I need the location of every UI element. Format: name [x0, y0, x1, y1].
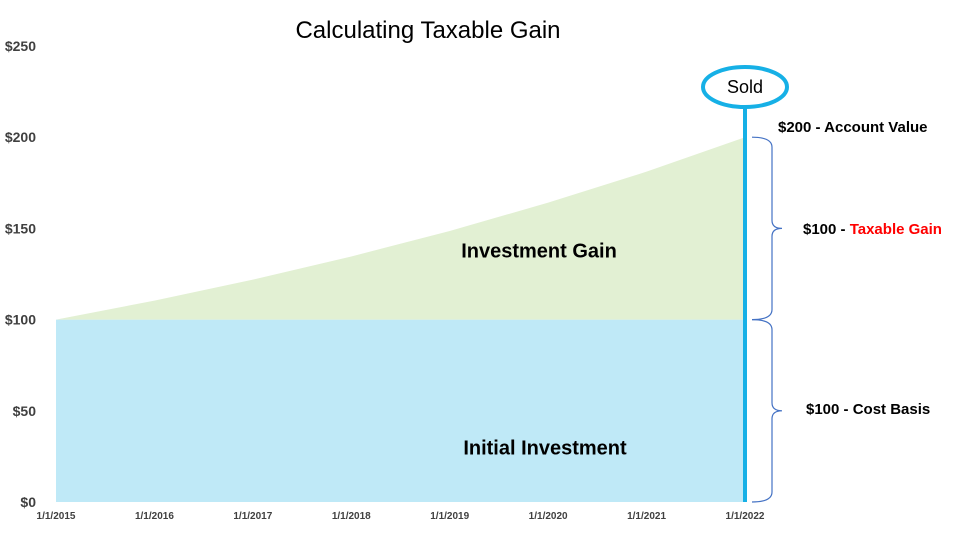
y-tick-label: $50 — [13, 403, 37, 419]
account-value-annotation: $200 - Account Value — [778, 119, 928, 136]
y-tick-label: $200 — [5, 129, 36, 145]
y-tick-label: $100 — [5, 312, 36, 328]
y-tick-label: $250 — [5, 38, 36, 54]
sold-label: Sold — [727, 77, 763, 97]
x-tick-label: 1/1/2017 — [233, 511, 272, 522]
x-tick-label: 1/1/2015 — [37, 511, 76, 522]
area-series — [56, 137, 745, 502]
x-tick-label: 1/1/2019 — [430, 511, 469, 522]
initial-investment-label: Initial Investment — [463, 437, 627, 459]
x-axis-ticks: 1/1/2015 1/1/2016 1/1/2017 1/1/2018 1/1/2019… — [37, 511, 765, 522]
x-tick-label: 1/1/2020 — [529, 511, 568, 522]
x-tick-label: 1/1/2018 — [332, 511, 371, 522]
y-tick-label: $0 — [20, 494, 36, 510]
cost-basis-annotation: $100 - Cost Basis — [806, 401, 930, 418]
cost-basis-brace — [751, 319, 783, 503]
initial-investment-area — [56, 319, 745, 502]
y-axis-ticks: $0 $50 $100 $150 $200 $250 — [5, 38, 36, 510]
taxable-gain-brace — [751, 136, 783, 321]
sold-circle — [701, 65, 789, 109]
x-tick-label: 1/1/2022 — [726, 511, 765, 522]
y-tick-label: $150 — [5, 220, 36, 236]
x-tick-label: 1/1/2016 — [135, 511, 174, 522]
taxable-gain-annotation: $100 - Taxable Gain — [803, 221, 942, 238]
chart-title: Calculating Taxable Gain — [295, 17, 560, 44]
x-tick-label: 1/1/2021 — [627, 511, 666, 522]
annotations: Sold $200 - Account Value $100 - Taxable G… — [701, 65, 942, 503]
taxable-gain-highlight: Taxable Gain — [850, 221, 942, 238]
investment-gain-area — [56, 137, 745, 320]
taxable-gain-prefix: $100 - — [803, 221, 850, 238]
investment-gain-label: Investment Gain — [461, 240, 617, 262]
